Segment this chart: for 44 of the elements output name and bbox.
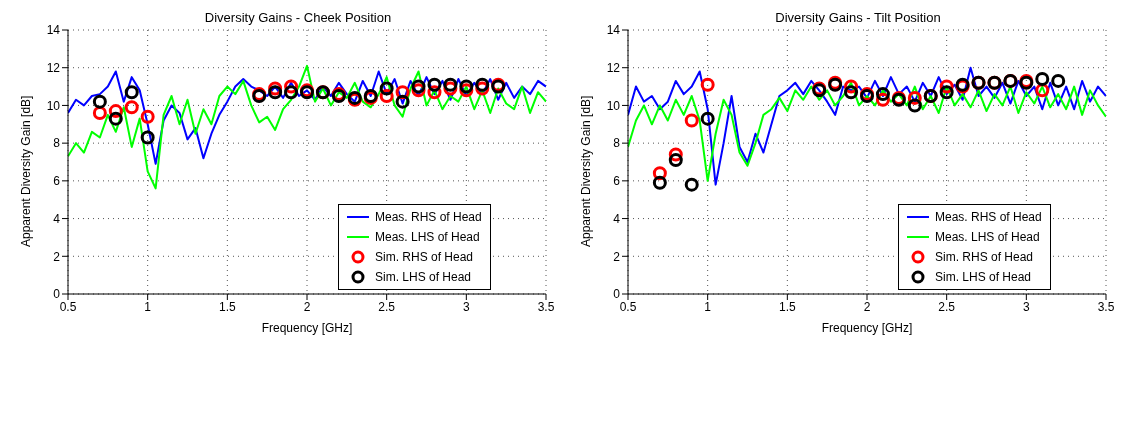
x-tick-label: 2 xyxy=(303,299,311,314)
legend-label: Sim. RHS of Head xyxy=(375,250,474,264)
legend-label: Sim. RHS of Head xyxy=(935,250,1034,264)
legend-label: Meas. RHS of Head xyxy=(375,210,482,224)
y-tick-label: 14 xyxy=(46,23,61,38)
x-tick-label: 1.5 xyxy=(778,299,796,314)
y-tick-label: 0 xyxy=(613,287,621,302)
x-tick-label: 2.5 xyxy=(938,299,956,314)
legend-label: Meas. LHS of Head xyxy=(935,230,1040,244)
y-tick-label: 12 xyxy=(606,60,621,75)
x-tick-label: 2 xyxy=(863,299,871,314)
x-tick-label: 1 xyxy=(144,299,152,314)
y-tick-label: 2 xyxy=(53,249,61,264)
chart-title: Diversity Gains - Tilt Position xyxy=(774,10,942,25)
x-tick-label: 3.5 xyxy=(1097,299,1115,314)
x-tick-label: 3 xyxy=(1022,299,1030,314)
legend-label: Meas. LHS of Head xyxy=(375,230,480,244)
y-tick-label: 6 xyxy=(53,174,61,189)
x-tick-label: 0.5 xyxy=(59,299,77,314)
x-axis-title: Frequency [GHz] xyxy=(261,321,353,335)
x-tick-label: 1.5 xyxy=(218,299,236,314)
y-tick-label: 0 xyxy=(53,287,61,302)
chart-title: Diversity Gains - Cheek Position xyxy=(203,10,393,25)
y-tick-label: 14 xyxy=(606,23,621,38)
y-axis-title: Apparent Diversity Gain [dB] xyxy=(579,95,594,247)
legend-label: Meas. RHS of Head xyxy=(935,210,1042,224)
x-tick-label: 3 xyxy=(462,299,470,314)
x-axis-title: Frequency [GHz] xyxy=(821,321,913,335)
y-axis-title: Apparent Diversity Gain [dB] xyxy=(19,95,34,247)
y-tick-label: 2 xyxy=(613,249,621,264)
x-tick-label: 1 xyxy=(704,299,712,314)
legend-label: Sim. LHS of Head xyxy=(375,270,472,284)
x-tick-label: 2.5 xyxy=(378,299,396,314)
y-tick-label: 4 xyxy=(613,211,621,226)
y-tick-label: 4 xyxy=(53,211,61,226)
x-tick-label: 0.5 xyxy=(619,299,637,314)
y-tick-label: 10 xyxy=(606,98,621,113)
y-tick-label: 6 xyxy=(613,174,621,189)
legend-label: Sim. LHS of Head xyxy=(935,270,1032,284)
x-tick-label: 3.5 xyxy=(537,299,555,314)
y-tick-label: 8 xyxy=(613,136,621,151)
y-tick-label: 12 xyxy=(46,60,61,75)
y-tick-label: 8 xyxy=(53,136,61,151)
y-tick-label: 10 xyxy=(46,98,61,113)
